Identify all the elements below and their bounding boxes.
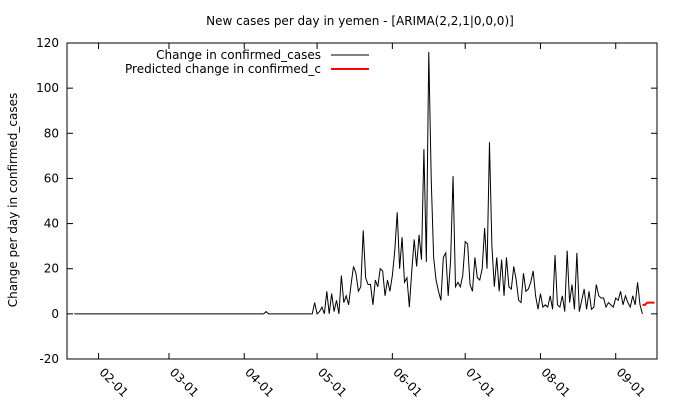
x-tick-label: 07-01 — [463, 365, 498, 400]
y-axis-label: Change per day in confirmed_cases — [6, 93, 20, 308]
series-line-predicted — [642, 301, 655, 306]
y-tick-label: 0 — [51, 307, 59, 321]
x-tick-label: 06-01 — [390, 365, 425, 400]
x-tick-label: 04-01 — [242, 365, 277, 400]
legend-label: Change in confirmed_cases — [156, 48, 321, 62]
legend-label: Predicted change in confirmed_c — [125, 62, 321, 76]
y-axis: -20 0 20 40 60 80 100 120 — [36, 36, 657, 366]
y-tick-label: -20 — [39, 352, 59, 366]
y-tick-label: 120 — [36, 36, 59, 50]
x-tick-label: 02-01 — [96, 365, 131, 400]
series-layer — [74, 52, 655, 315]
y-tick-label: 60 — [44, 171, 59, 185]
x-tick-label: 03-01 — [167, 365, 202, 400]
x-axis: 02-01 03-01 04-01 05-01 06-01 07-01 08-01 09-01 — [96, 43, 648, 400]
y-tick-label: 20 — [44, 262, 59, 276]
y-tick-label: 80 — [44, 126, 59, 140]
y-tick-label: 40 — [44, 217, 59, 231]
plot-border — [66, 42, 658, 360]
x-tick-label: 05-01 — [315, 365, 350, 400]
x-tick-label: 09-01 — [614, 365, 649, 400]
chart-title: New cases per day in yemen - [ARIMA(2,2,… — [206, 14, 514, 28]
y-tick-label: 100 — [36, 81, 59, 95]
series-line-confirmed — [74, 52, 643, 315]
x-tick-label: 08-01 — [538, 365, 573, 400]
